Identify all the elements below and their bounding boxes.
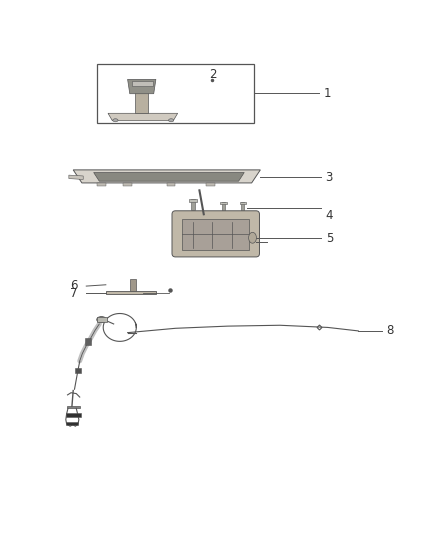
Polygon shape	[127, 79, 156, 94]
Bar	[182, 220, 250, 250]
Bar	[189, 199, 197, 202]
Bar	[240, 201, 246, 204]
Bar	[222, 201, 225, 211]
Bar	[241, 201, 244, 211]
Text: 5: 5	[325, 232, 333, 245]
Text: 6: 6	[70, 279, 78, 292]
Bar	[130, 279, 136, 292]
Bar	[74, 368, 81, 373]
Text: 8: 8	[387, 325, 394, 337]
Polygon shape	[73, 170, 260, 183]
Bar	[206, 183, 215, 185]
Text: 7: 7	[70, 287, 78, 300]
Bar	[135, 92, 148, 114]
Bar	[220, 201, 227, 204]
Bar	[85, 338, 91, 345]
Ellipse shape	[249, 232, 256, 243]
Polygon shape	[108, 114, 178, 120]
Bar	[191, 199, 194, 210]
FancyBboxPatch shape	[172, 211, 259, 257]
Bar	[167, 183, 176, 185]
Polygon shape	[94, 173, 244, 181]
Ellipse shape	[113, 119, 118, 122]
Bar	[123, 183, 132, 185]
Bar	[97, 64, 254, 123]
Polygon shape	[106, 292, 156, 294]
Bar	[66, 413, 81, 417]
Bar	[66, 422, 78, 425]
Bar	[67, 406, 80, 408]
Text: 3: 3	[325, 171, 333, 184]
Text: 2: 2	[209, 68, 216, 80]
Text: 1: 1	[323, 87, 331, 100]
Bar	[97, 317, 107, 322]
Ellipse shape	[169, 119, 174, 122]
Bar	[97, 183, 106, 185]
Ellipse shape	[97, 317, 106, 322]
Bar	[132, 80, 153, 86]
Text: 4: 4	[325, 208, 333, 222]
Polygon shape	[69, 175, 83, 180]
